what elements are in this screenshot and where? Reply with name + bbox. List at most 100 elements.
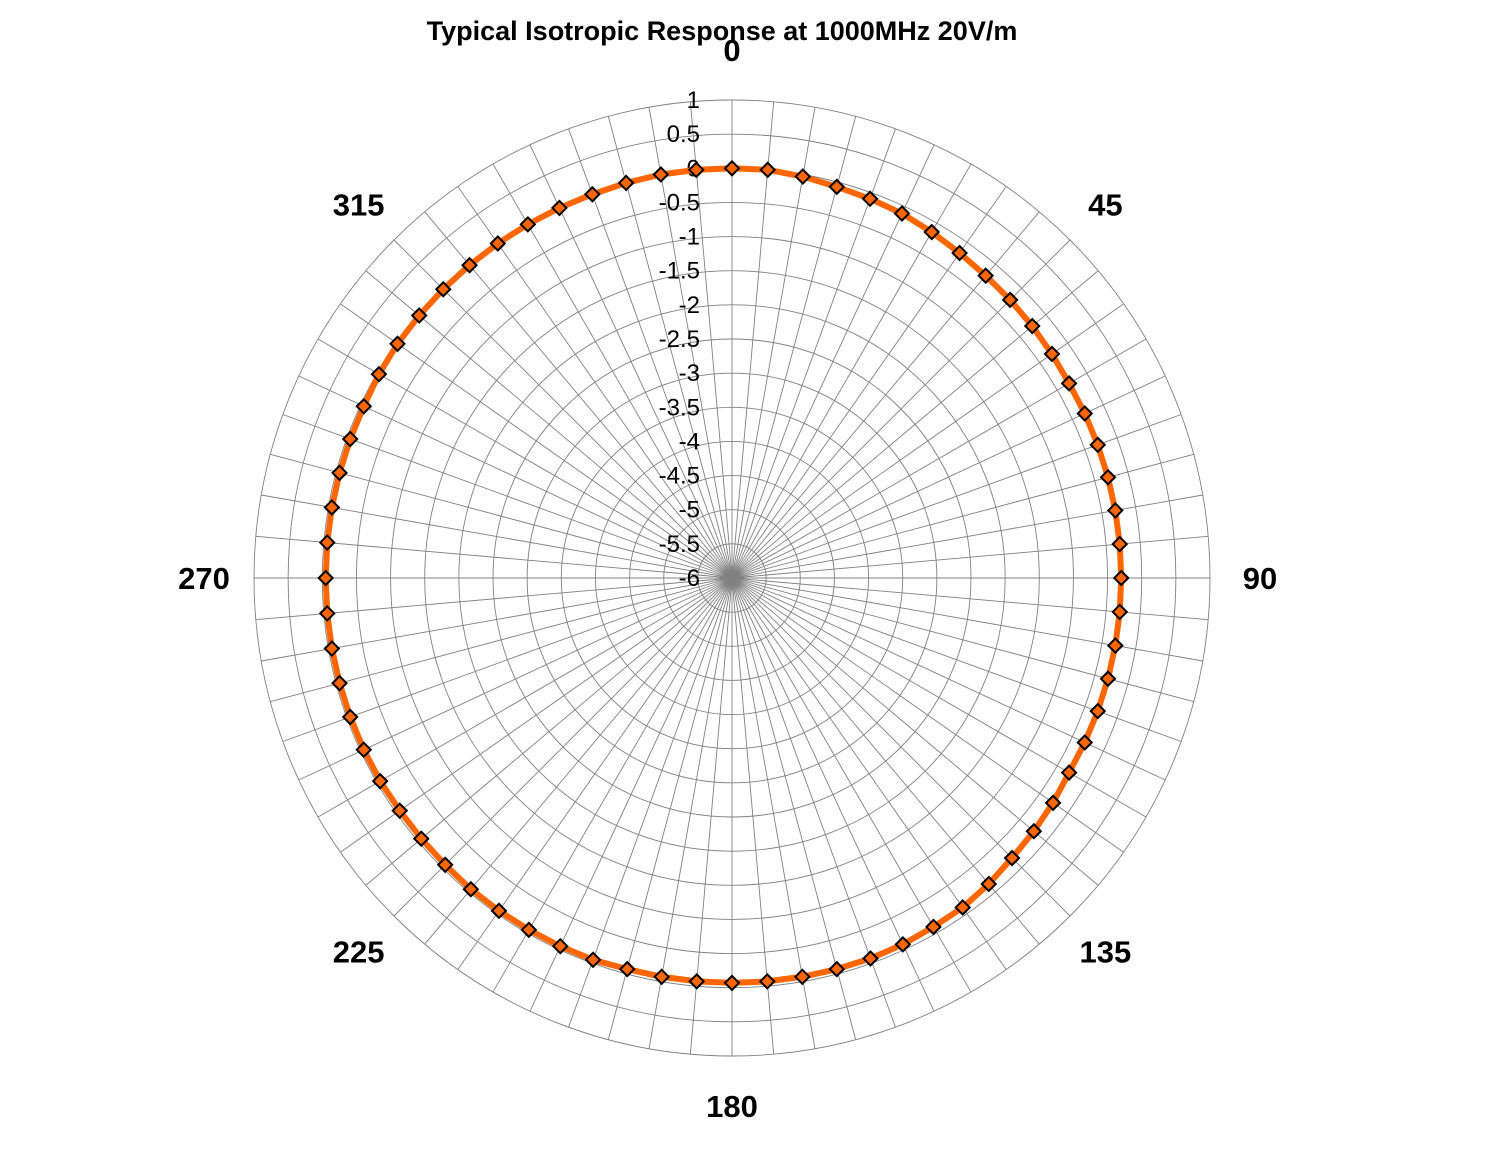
angular-gridline — [261, 577, 733, 662]
radial-tick-label: -5.5 — [659, 531, 700, 558]
data-point-marker — [618, 960, 636, 978]
angular-gridline — [457, 186, 733, 579]
data-point-marker — [520, 921, 538, 939]
angular-gridline — [255, 577, 733, 621]
data-point-marker — [977, 267, 995, 285]
angular-gridline — [340, 577, 733, 853]
data-point-marker — [794, 168, 812, 185]
data-point-marker — [1089, 436, 1107, 454]
data-point-marker — [1099, 468, 1117, 486]
angular-gridline — [270, 453, 733, 579]
data-point-marker — [1003, 849, 1021, 867]
angular-gridline — [365, 270, 733, 579]
data-point-marker — [323, 640, 341, 657]
radial-tick-label: -2.5 — [659, 326, 700, 353]
angle-label: 180 — [706, 1089, 758, 1124]
data-point-marker — [1099, 670, 1117, 688]
angular-gridline — [529, 144, 733, 579]
data-point-marker — [436, 856, 454, 874]
data-point-marker — [551, 199, 568, 217]
radial-tick-label: -4 — [679, 428, 700, 455]
data-point-marker — [355, 741, 373, 759]
radial-tick-label: -3.5 — [659, 394, 700, 421]
data-point-marker — [519, 215, 537, 233]
data-point-marker — [1060, 764, 1078, 782]
data-point-marker — [652, 166, 670, 183]
data-point-marker — [862, 950, 879, 967]
data-point-marker — [923, 223, 941, 241]
data-point-marker — [723, 159, 741, 177]
angular-gridline — [731, 535, 1209, 579]
angular-gridline — [731, 494, 1203, 579]
angular-gridline — [529, 577, 733, 1012]
angular-gridline — [568, 128, 733, 579]
data-point-marker — [551, 937, 569, 955]
data-point-marker — [793, 968, 811, 986]
radial-tick-label: -5 — [679, 497, 700, 524]
angular-gridline — [492, 163, 733, 579]
angular-gridline — [317, 338, 733, 579]
data-point-marker — [461, 256, 478, 274]
angular-gridline — [731, 375, 1166, 579]
radial-tick-label: 0.5 — [667, 121, 700, 148]
angular-gridline — [648, 107, 733, 579]
data-point-marker — [758, 972, 776, 990]
data-point-marker — [371, 772, 389, 790]
angular-gridline — [255, 535, 733, 579]
angle-label: 225 — [333, 934, 385, 969]
data-point-marker — [861, 190, 879, 208]
angle-axis-labels: 0 45 90 135 180 225 270 315 — [178, 33, 1277, 1124]
data-point-marker — [1089, 702, 1107, 720]
angular-gridline — [731, 338, 1147, 579]
data-point-marker — [687, 161, 705, 179]
angular-gridline — [731, 453, 1194, 579]
angular-gridline — [731, 270, 1099, 579]
data-point-marker — [489, 235, 507, 252]
angular-gridline — [270, 577, 733, 703]
angular-gridline — [261, 494, 733, 579]
data-point-marker — [462, 880, 480, 898]
data-point-marker — [954, 899, 972, 916]
angular-gridline — [568, 577, 733, 1028]
angular-gridline — [731, 577, 1182, 742]
data-point-marker — [828, 960, 846, 978]
radial-tick-label: -2 — [679, 292, 700, 319]
radial-tick-label: -6 — [679, 565, 700, 592]
angle-label: 270 — [178, 561, 230, 596]
radial-tick-label: -3 — [679, 360, 700, 387]
data-point-marker — [490, 902, 508, 920]
angular-gridline — [282, 577, 733, 742]
data-point-marker — [410, 307, 428, 324]
data-point-marker — [1023, 317, 1041, 335]
data-point-marker — [1076, 734, 1094, 751]
angle-label: 0 — [723, 33, 740, 68]
data-point-marker — [617, 174, 635, 192]
angular-gridline — [424, 577, 733, 945]
data-point-marker — [323, 499, 341, 516]
angular-gridline — [731, 577, 1209, 621]
data-point-marker — [391, 802, 409, 820]
angular-gridline — [298, 375, 733, 579]
data-point-marker — [331, 464, 348, 482]
data-point-marker — [331, 674, 348, 692]
data-point-marker — [317, 569, 335, 587]
angular-gridline — [731, 414, 1182, 579]
angular-gridline — [365, 577, 733, 886]
angular-gridline — [317, 577, 733, 818]
angle-label: 315 — [333, 188, 385, 223]
data-point-marker — [389, 335, 406, 353]
data-point-marker — [341, 708, 359, 726]
data-point-marker — [1112, 569, 1130, 587]
angular-gridline — [731, 101, 775, 579]
angular-gridline — [607, 116, 733, 579]
radial-tick-label: -1 — [679, 224, 700, 251]
data-point-marker — [1025, 822, 1043, 840]
angular-gridline — [393, 577, 733, 917]
angular-gridline — [731, 303, 1124, 579]
data-point-marker — [828, 178, 846, 196]
angle-label: 90 — [1243, 561, 1277, 596]
data-point-marker — [723, 974, 741, 992]
angular-gridline — [731, 577, 1147, 818]
angular-gridline — [731, 107, 816, 579]
